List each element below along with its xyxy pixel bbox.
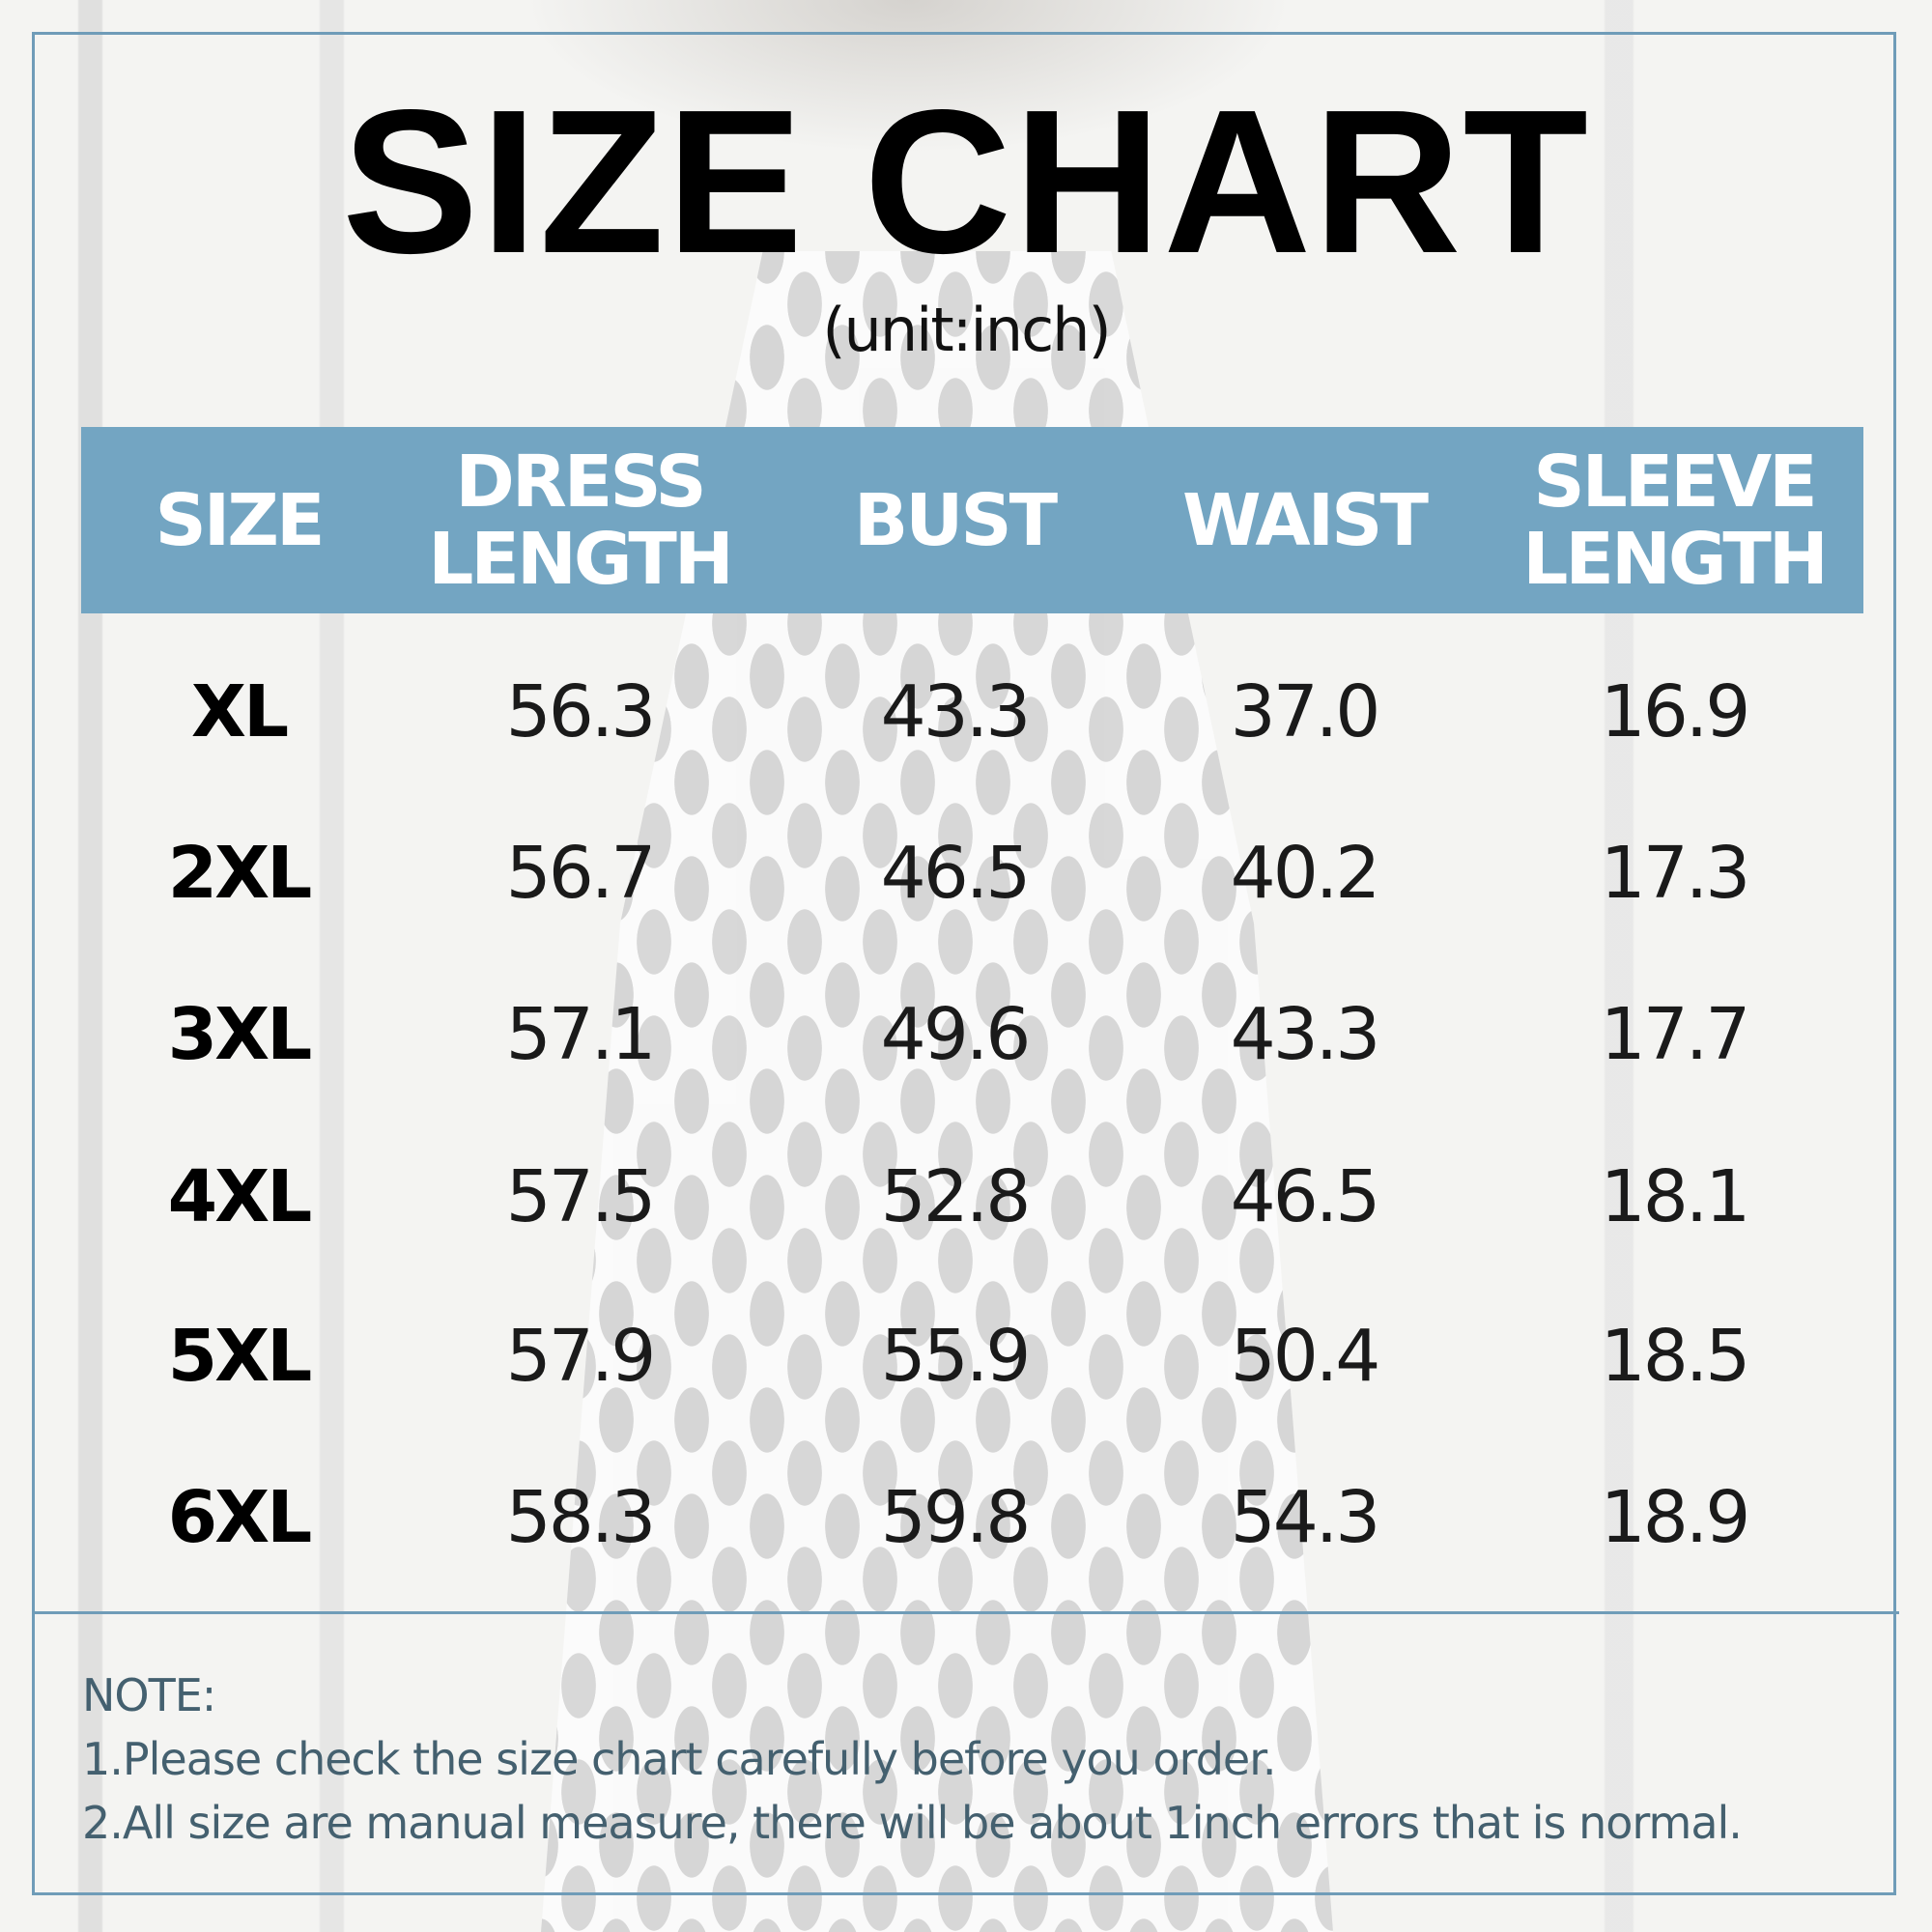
header-size: SIZE bbox=[142, 427, 335, 613]
header-size-label: SIZE bbox=[155, 478, 325, 562]
note-line-2: 2.All size are manual measure, there wil… bbox=[82, 1797, 1743, 1849]
header-dress-length: DRESS LENGTH bbox=[428, 427, 733, 613]
header-sleeve-length: SLEEVE LENGTH bbox=[1522, 427, 1828, 613]
model-head-shadow bbox=[522, 0, 1294, 155]
header-bust: BUST bbox=[810, 427, 1099, 613]
header-sleeve-length-line2: LENGTH bbox=[1522, 517, 1828, 601]
cell-dress-length: 58.3 bbox=[505, 1475, 657, 1559]
cell-dress-length: 57.1 bbox=[505, 992, 657, 1076]
cell-sleeve-length: 18.9 bbox=[1600, 1475, 1751, 1559]
table-row: 5XL 57.9 55.9 50.4 18.5 bbox=[81, 1275, 1863, 1436]
header-bust-label: BUST bbox=[853, 478, 1058, 562]
header-waist: WAIST bbox=[1159, 427, 1449, 613]
cell-sleeve-length: 18.1 bbox=[1600, 1154, 1751, 1238]
cell-bust: 52.8 bbox=[880, 1154, 1032, 1238]
cell-bust: 43.3 bbox=[880, 669, 1032, 753]
table-row: 6XL 58.3 59.8 54.3 18.9 bbox=[81, 1436, 1863, 1598]
cell-dress-length: 57.9 bbox=[505, 1314, 657, 1398]
table-row: 3XL 57.1 49.6 43.3 17.7 bbox=[81, 953, 1863, 1115]
table-row: XL 56.3 43.3 37.0 16.9 bbox=[81, 631, 1863, 792]
notes-section: NOTE: 1.Please check the size chart care… bbox=[82, 1663, 1879, 1855]
cell-waist: 40.2 bbox=[1230, 831, 1381, 915]
unit-label: (unit:inch) bbox=[822, 295, 1111, 365]
cell-waist: 37.0 bbox=[1230, 669, 1381, 753]
cell-size: XL bbox=[190, 669, 289, 753]
notes-divider bbox=[32, 1611, 1899, 1614]
cell-waist: 54.3 bbox=[1230, 1475, 1381, 1559]
notes-heading: NOTE: bbox=[82, 1669, 216, 1721]
cell-sleeve-length: 17.3 bbox=[1600, 831, 1751, 915]
cell-waist: 43.3 bbox=[1230, 992, 1381, 1076]
page-title: SIZE CHART bbox=[342, 67, 1590, 296]
cell-dress-length: 57.5 bbox=[505, 1154, 657, 1238]
cell-waist: 46.5 bbox=[1230, 1154, 1381, 1238]
cell-size: 5XL bbox=[167, 1314, 313, 1398]
cell-bust: 59.8 bbox=[880, 1475, 1032, 1559]
cell-waist: 50.4 bbox=[1230, 1314, 1381, 1398]
cell-bust: 49.6 bbox=[880, 992, 1032, 1076]
header-dress-length-line2: LENGTH bbox=[428, 517, 733, 601]
cell-sleeve-length: 16.9 bbox=[1600, 669, 1751, 753]
cell-size: 2XL bbox=[167, 831, 313, 915]
cell-size: 6XL bbox=[167, 1475, 313, 1559]
cell-sleeve-length: 18.5 bbox=[1600, 1314, 1751, 1398]
header-waist-label: WAIST bbox=[1182, 478, 1429, 562]
header-dress-length-line1: DRESS bbox=[455, 440, 706, 524]
chart-frame bbox=[32, 32, 1896, 1895]
table-row: 4XL 57.5 52.8 46.5 18.1 bbox=[81, 1116, 1863, 1277]
note-line-1: 1.Please check the size chart carefully … bbox=[82, 1733, 1277, 1785]
cell-dress-length: 56.7 bbox=[505, 831, 657, 915]
table-header: SIZE DRESS LENGTH BUST WAIST SLEEVE LENG… bbox=[81, 427, 1863, 613]
cell-size: 4XL bbox=[167, 1154, 313, 1238]
cell-dress-length: 56.3 bbox=[505, 669, 657, 753]
table-row: 2XL 56.7 46.5 40.2 17.3 bbox=[81, 792, 1863, 953]
cell-bust: 46.5 bbox=[880, 831, 1032, 915]
header-sleeve-length-line1: SLEEVE bbox=[1533, 440, 1817, 524]
cell-sleeve-length: 17.7 bbox=[1600, 992, 1751, 1076]
cell-size: 3XL bbox=[167, 992, 313, 1076]
cell-bust: 55.9 bbox=[880, 1314, 1032, 1398]
